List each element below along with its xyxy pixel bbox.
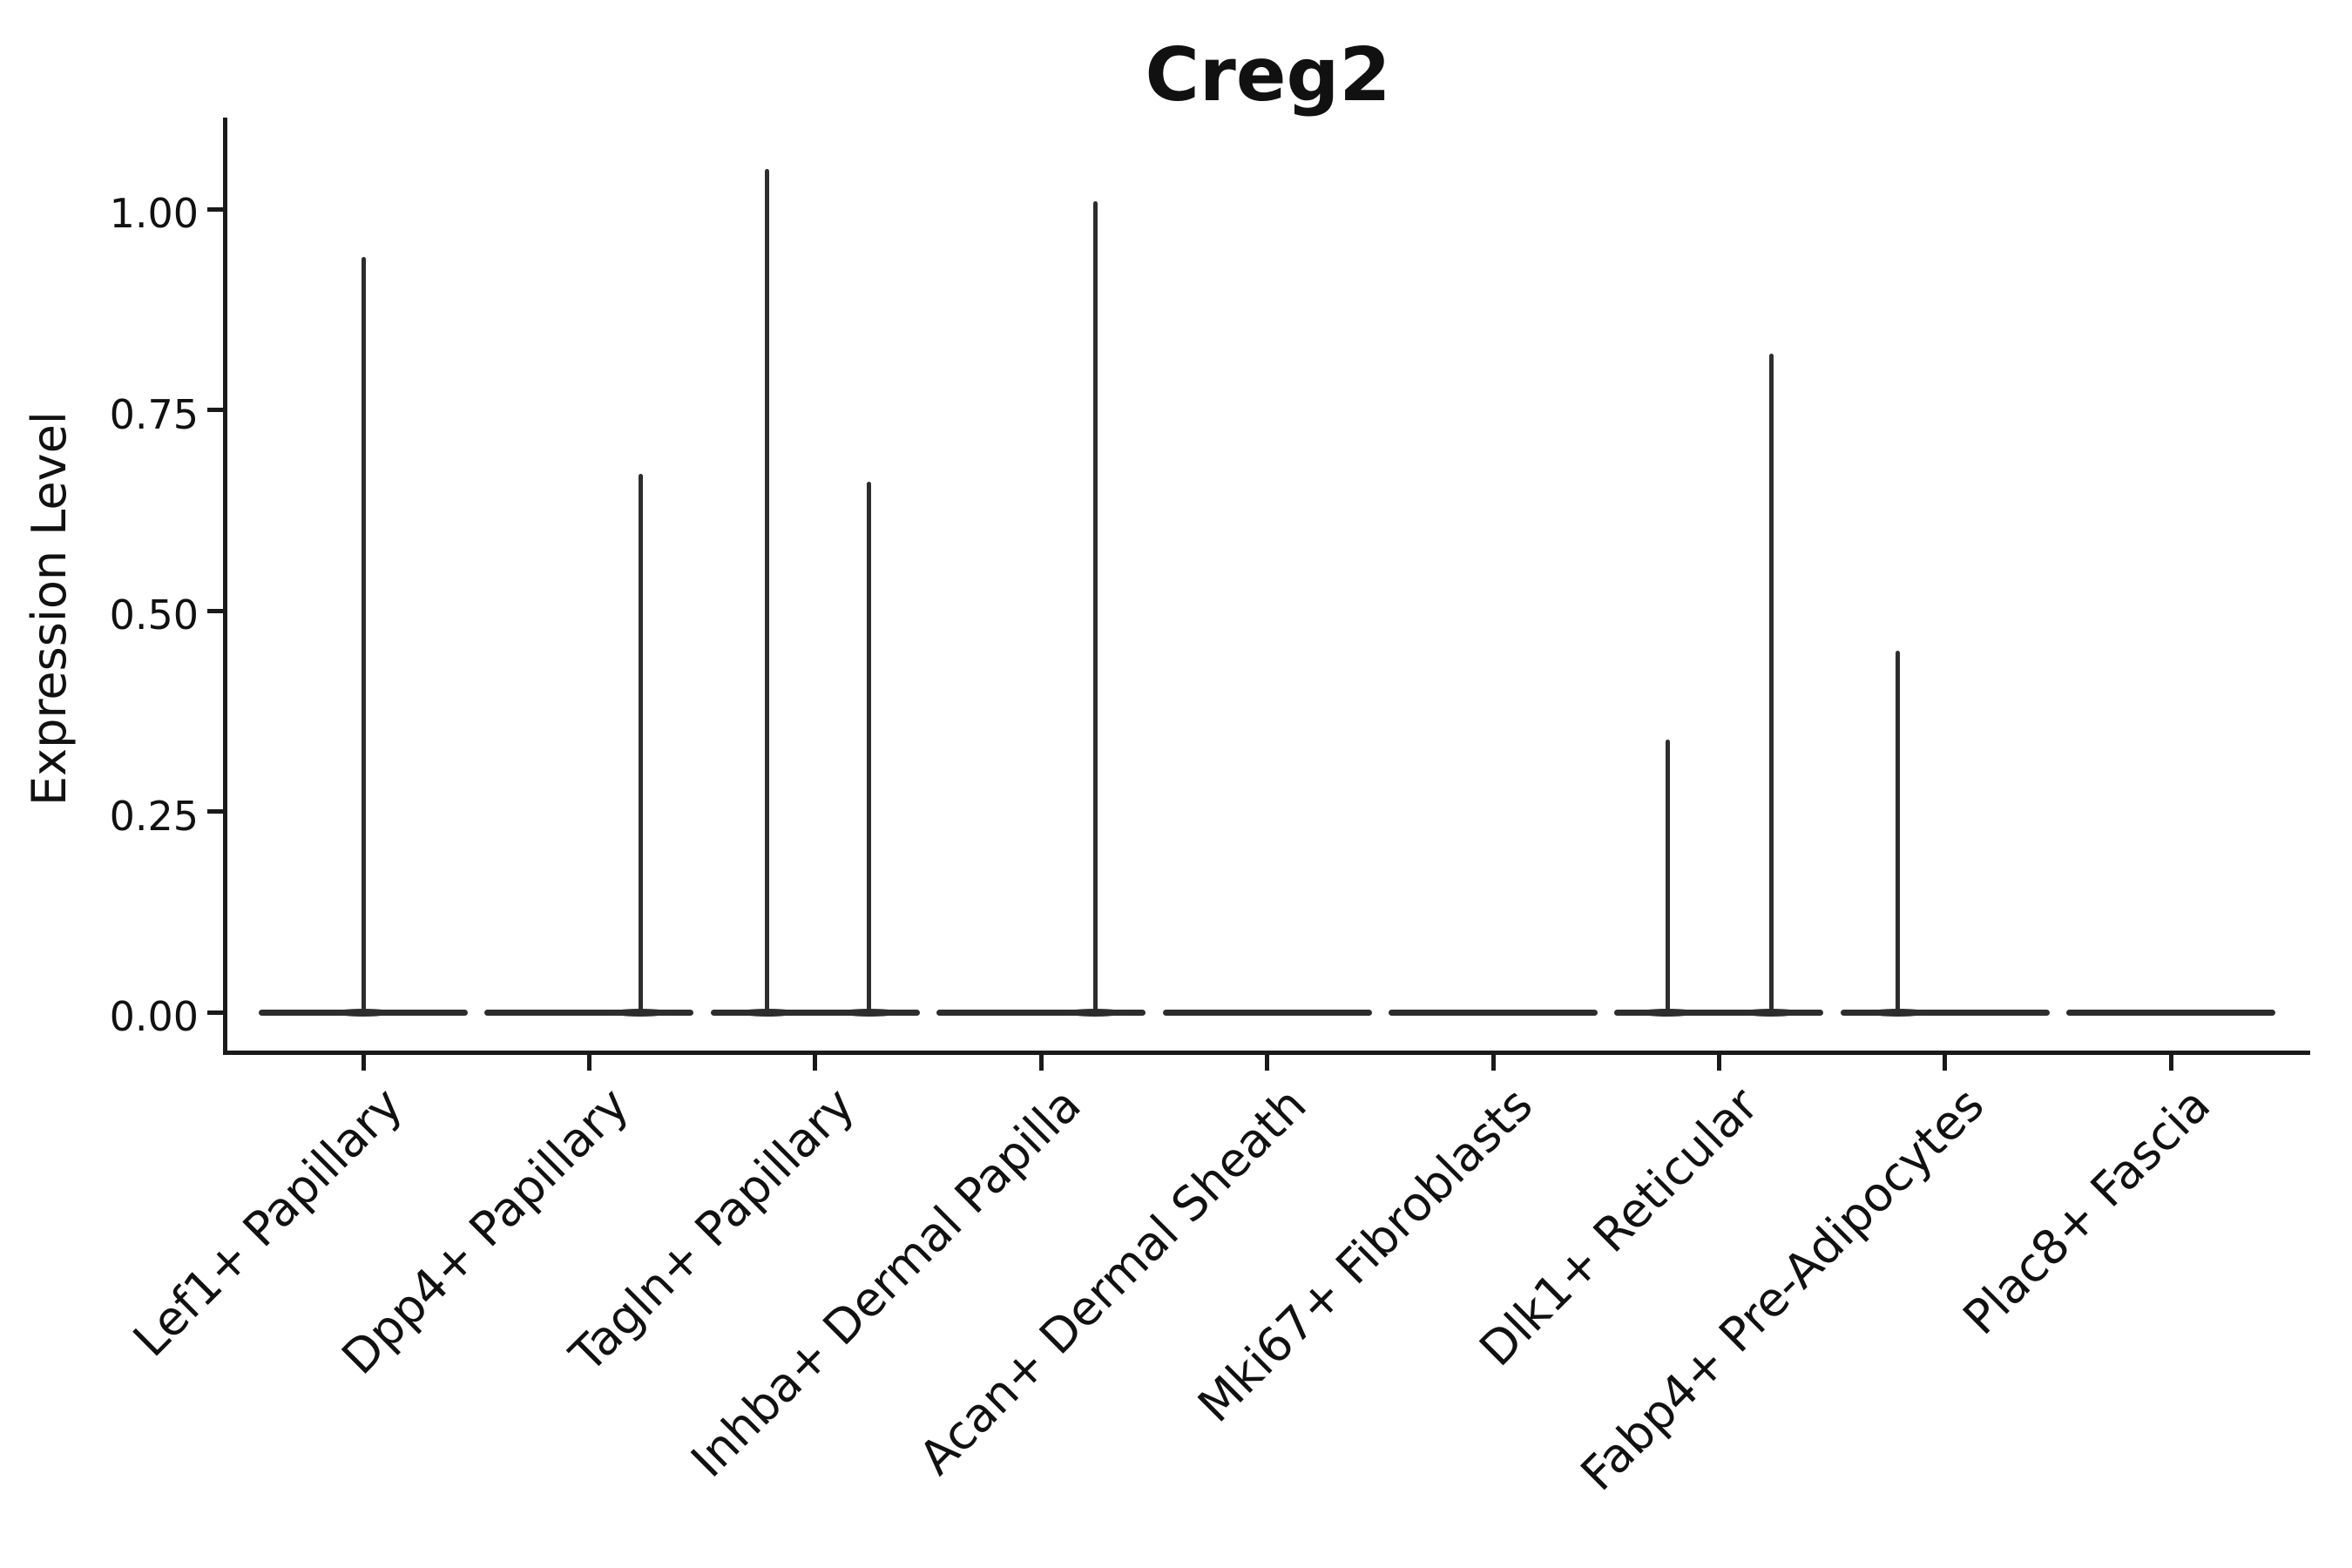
y-tick-mark [207,809,223,814]
x-tick-mark [1490,1055,1496,1071]
x-tick-mark [1038,1055,1044,1071]
violin-baseline [2066,1009,2276,1016]
y-tick-mark [207,206,223,212]
violin-needle-flare [333,1008,394,1017]
y-tick-label: 0.00 [109,993,199,1040]
violin-needle [638,474,643,1012]
chart-title: Creg2 [1145,32,1391,118]
violin-needle [867,482,872,1012]
violin-baseline [1840,1009,2050,1016]
x-tick-mark [2168,1055,2173,1071]
violin-baseline [484,1009,694,1016]
violin-needle-flare [1064,1008,1126,1017]
y-tick-label: 1.00 [109,190,199,237]
x-tick-label: Acan+ Dermal Sheath [909,1077,1317,1485]
y-tick-label: 0.75 [109,390,199,438]
x-tick-label: Inhba+ Dermal Papilla [679,1077,1092,1488]
y-tick-mark [207,1010,223,1015]
violin-needle [1092,200,1098,1012]
x-axis-spine [223,1051,2310,1055]
x-tick-label: Plac8+ Fascia [1952,1077,2221,1346]
violin-baseline [1162,1009,1372,1016]
x-tick-label: Fabp4+ Pre-Adipocytes [1571,1077,1995,1502]
x-tick-mark [1716,1055,1721,1071]
violin-baseline [1389,1009,1598,1016]
violin-needle-flare [1740,1008,1802,1017]
violin-needle-flare [610,1008,672,1017]
violin-needle-flare [736,1008,798,1017]
y-tick-mark [207,408,223,412]
violin-baseline [1614,1009,1824,1016]
violin-baseline [710,1009,920,1016]
y-tick-label: 0.25 [109,792,199,840]
violin-needle [1768,353,1774,1012]
violin-needle-flare [838,1008,900,1017]
violin-needle [765,168,770,1012]
x-tick-mark [361,1055,366,1071]
y-tick-label: 0.50 [109,591,199,639]
violin-baseline [936,1009,1146,1016]
violin-needle [361,257,366,1012]
violin-needle [1896,651,1901,1012]
x-tick-mark [813,1055,818,1071]
violin-needle [1665,739,1670,1012]
x-tick-mark [586,1055,591,1071]
violin-needle-flare [1867,1008,1929,1017]
x-tick-mark [1265,1055,1270,1071]
violin-needle-flare [1637,1008,1699,1017]
y-axis-spine [223,118,227,1055]
y-tick-mark [207,608,223,613]
x-tick-mark [1943,1055,1948,1071]
